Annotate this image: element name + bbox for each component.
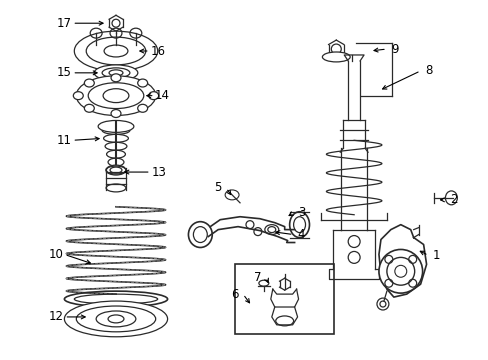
Ellipse shape: [73, 92, 83, 100]
Ellipse shape: [98, 121, 134, 132]
Text: 7: 7: [254, 271, 261, 284]
Text: 17: 17: [57, 17, 72, 30]
Text: 2: 2: [448, 193, 456, 206]
Ellipse shape: [76, 76, 155, 116]
Text: 9: 9: [390, 42, 398, 55]
Text: 4: 4: [297, 228, 305, 241]
Text: 8: 8: [424, 64, 431, 77]
Text: 15: 15: [57, 66, 72, 79]
Ellipse shape: [106, 165, 126, 175]
Text: 3: 3: [297, 206, 305, 219]
Ellipse shape: [138, 79, 147, 87]
Text: 5: 5: [214, 181, 222, 194]
Ellipse shape: [64, 301, 167, 337]
Text: 6: 6: [231, 288, 238, 301]
Text: 13: 13: [151, 166, 166, 179]
Ellipse shape: [148, 92, 158, 100]
Ellipse shape: [94, 65, 138, 81]
Ellipse shape: [138, 104, 147, 112]
Ellipse shape: [74, 31, 157, 71]
Bar: [235, 264, 334, 334]
Text: 16: 16: [150, 45, 165, 58]
Ellipse shape: [111, 109, 121, 117]
Ellipse shape: [84, 79, 94, 87]
Ellipse shape: [84, 104, 94, 112]
Text: 1: 1: [432, 249, 439, 262]
Text: 14: 14: [155, 89, 170, 102]
Text: 10: 10: [49, 248, 64, 261]
Ellipse shape: [111, 74, 121, 82]
Text: 12: 12: [49, 310, 64, 323]
Ellipse shape: [322, 52, 349, 62]
Text: 11: 11: [57, 134, 72, 147]
Ellipse shape: [378, 249, 422, 293]
